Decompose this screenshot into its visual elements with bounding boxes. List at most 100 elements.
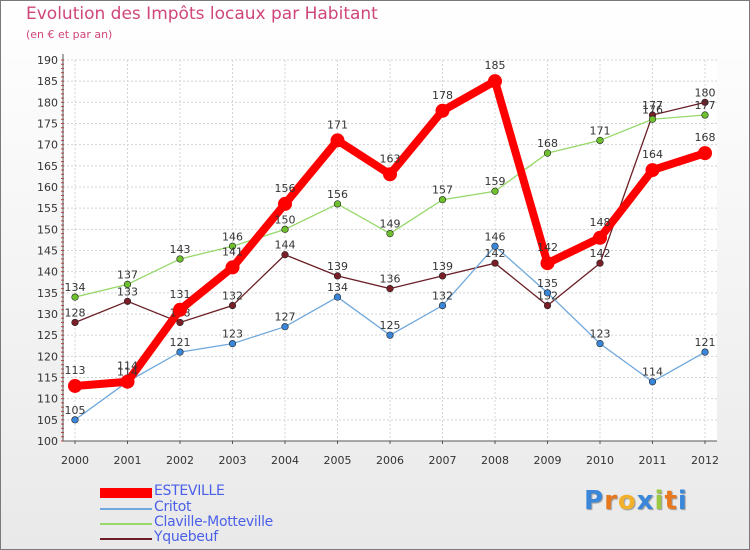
legend-swatch-claville-motteville [100,523,152,525]
legend-swatch-yquebeuf [100,538,152,540]
y-tick-label: 130 [37,308,58,321]
data-point-yquebeuf [176,318,184,327]
logo-letter: i [677,486,688,516]
logo-letter: o [617,486,637,516]
x-tick-label: 2005 [324,454,352,467]
data-label-yquebeuf: 133 [117,285,138,298]
data-point-claville-motteville [438,196,447,204]
legend-label-critot: Critot [154,499,192,515]
data-label-yquebeuf: 128 [65,306,86,319]
x-tick-label: 2011 [639,454,667,467]
data-point-yquebeuf [491,259,499,267]
x-tick-label: 2007 [429,454,457,467]
data-label-esteville: 168 [695,131,716,144]
data-label-yquebeuf: 139 [327,260,348,273]
data-label-claville-motteville: 157 [432,184,453,197]
data-point-esteville [330,133,345,148]
data-label-esteville: 164 [642,148,663,161]
data-label-claville-motteville: 176 [642,103,663,116]
data-label-esteville: 142 [537,241,558,254]
data-label-critot: 135 [537,277,558,290]
data-label-yquebeuf: 142 [590,247,611,260]
logo-letter: r [604,486,618,516]
data-point-esteville [645,163,660,178]
y-tick-label: 110 [37,393,58,406]
x-tick-label: 2009 [534,454,562,467]
data-label-critot: 121 [170,336,191,349]
data-label-critot: 123 [222,328,243,341]
y-tick-label: 155 [37,202,58,215]
x-tick-label: 2000 [61,454,89,467]
data-label-claville-motteville: 177 [695,99,716,112]
data-label-esteville: 114 [117,360,138,373]
chart-subtitle: (en € et par an) [26,28,113,41]
x-tick-label: 2010 [586,454,614,467]
data-point-claville-motteville [596,136,604,145]
x-tick-label: 2001 [114,454,142,467]
data-label-critot: 146 [485,230,506,243]
data-point-claville-motteville [701,111,709,119]
data-label-esteville: 178 [432,89,453,102]
data-point-esteville [383,167,397,182]
data-label-esteville: 185 [485,59,506,72]
data-point-esteville [593,230,607,245]
data-point-claville-motteville [386,229,394,238]
data-point-esteville [173,302,187,317]
legend-label-yquebeuf: Yquebeuf [154,529,218,545]
x-tick-label: 2004 [271,454,299,467]
y-tick-label: 150 [37,223,58,236]
data-label-yquebeuf: 144 [275,239,296,252]
data-point-critot [281,323,289,331]
data-point-critot [386,331,394,339]
data-label-esteville: 163 [380,152,401,165]
data-point-esteville [225,260,240,275]
data-point-critot [491,242,499,250]
data-point-yquebeuf [386,285,394,293]
data-label-yquebeuf: 139 [432,260,453,273]
data-label-claville-motteville: 137 [117,268,138,281]
logo-letter: i [654,486,665,516]
data-point-critot [543,289,552,297]
y-tick-label: 100 [37,435,58,448]
data-label-claville-motteville: 150 [275,213,296,226]
y-tick-label: 185 [37,75,58,88]
logo-letter: P [584,486,605,516]
logo-letter: t [664,486,678,516]
data-label-esteville: 131 [170,288,191,301]
data-point-claville-motteville [543,149,552,157]
data-point-esteville [540,256,555,271]
data-label-yquebeuf: 177 [642,99,663,112]
data-point-claville-motteville [176,255,184,263]
data-label-critot: 121 [695,336,716,349]
data-point-yquebeuf [228,301,237,310]
y-tick-label: 160 [37,181,58,194]
y-tick-label: 175 [37,118,58,131]
data-point-yquebeuf [438,272,447,280]
logo-letter: x [636,486,655,516]
data-point-claville-motteville [648,115,657,123]
y-tick-label: 105 [37,414,58,427]
legend-label-esteville: ESTEVILLE [154,483,225,499]
data-point-esteville [698,146,712,161]
data-point-claville-motteville [123,280,132,288]
data-point-critot [438,301,447,310]
data-label-critot: 127 [275,311,296,324]
y-tick-label: 120 [37,350,58,363]
data-label-critot: 114 [642,366,663,379]
y-tick-label: 115 [37,372,58,385]
data-point-yquebeuf [333,272,342,280]
y-tick-label: 190 [37,54,58,67]
chart-title: Evolution des Impôts locaux par Habitant [26,4,378,24]
data-point-esteville [435,103,450,118]
data-label-esteville: 156 [275,182,296,195]
data-label-claville-motteville: 171 [590,124,611,137]
data-label-critot: 105 [65,404,86,417]
data-label-critot: 125 [380,319,401,332]
data-point-esteville [488,74,502,89]
data-point-yquebeuf [596,259,604,267]
data-label-yquebeuf: 142 [485,247,506,260]
data-point-yquebeuf [281,251,289,259]
data-label-claville-motteville: 159 [485,175,506,188]
legend-swatch-critot [100,508,152,510]
data-point-yquebeuf [71,318,79,327]
